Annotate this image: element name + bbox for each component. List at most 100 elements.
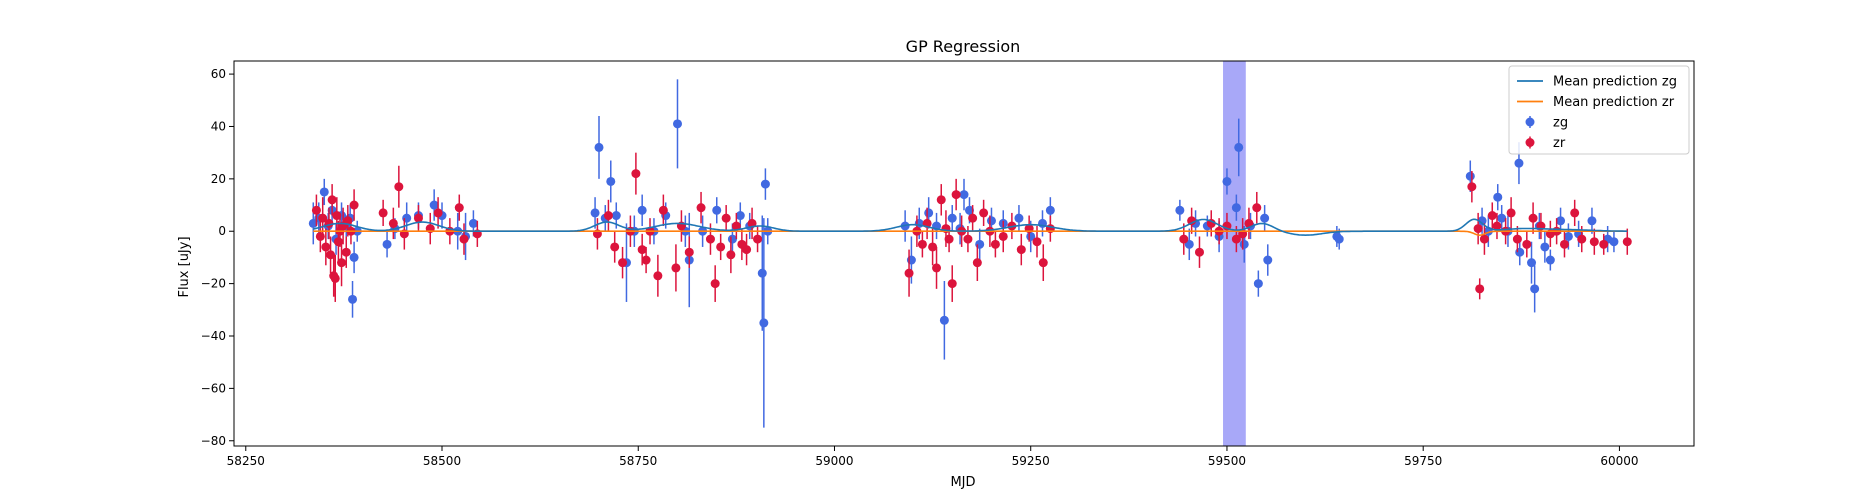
series-zr (311, 152, 1632, 302)
point-zr-48 (726, 250, 736, 260)
point-zr-19 (388, 218, 398, 228)
point-zr-69 (979, 208, 989, 218)
legend-entry-0: Mean prediction zg (1517, 75, 1677, 90)
point-zr-67 (968, 213, 978, 223)
point-zr-66 (963, 234, 973, 244)
point-zr-60 (936, 195, 946, 205)
point-zg-51 (959, 190, 969, 200)
point-zr-96 (1506, 208, 1516, 218)
point-zr-0 (311, 205, 321, 215)
point-zg-54 (986, 216, 996, 226)
point-zr-43 (696, 203, 706, 213)
point-zg-45 (914, 218, 924, 228)
point-zr-27 (459, 234, 469, 244)
x-tick-label-5: 59500 (1208, 454, 1246, 468)
point-zr-3 (321, 242, 331, 252)
y-tick-label-7: 60 (211, 67, 226, 81)
point-zg-22 (594, 142, 604, 152)
point-zg-67 (1234, 142, 1244, 152)
x-tick-label-2: 58750 (619, 454, 657, 468)
point-zr-10 (333, 237, 343, 247)
point-zr-5 (326, 250, 336, 260)
point-zg-40 (759, 318, 769, 328)
point-zg-10 (349, 252, 359, 262)
point-zg-65 (1222, 176, 1232, 186)
point-zg-82 (1515, 247, 1525, 257)
axes-frame (233, 60, 1695, 447)
point-zr-45 (710, 279, 720, 289)
point-zr-91 (1475, 284, 1485, 294)
point-zg-56 (1014, 213, 1024, 223)
point-zr-98 (1522, 239, 1532, 249)
point-zg-14 (402, 213, 412, 223)
point-zr-77 (1038, 258, 1048, 268)
point-zr-9 (332, 211, 342, 221)
y-tick-label-6: 40 (211, 119, 226, 133)
point-zg-48 (939, 315, 949, 325)
point-zr-74 (1016, 245, 1026, 255)
point-zr-18 (378, 208, 388, 218)
point-zr-17 (349, 200, 359, 210)
x-tick-label-3: 59000 (815, 454, 853, 468)
legend: Mean prediction zg Mean prediction zr zg zr (1508, 65, 1690, 155)
point-zr-54 (904, 268, 914, 278)
point-zr-24 (433, 208, 443, 218)
point-zr-107 (1599, 239, 1609, 249)
y-tick-label-3: −20 (201, 277, 226, 291)
point-zg-36 (727, 234, 737, 244)
point-zr-14 (341, 247, 351, 257)
point-zg-52 (964, 205, 974, 215)
legend-label-3: zr (1553, 136, 1566, 151)
point-zr-62 (944, 234, 954, 244)
point-zr-85 (1231, 234, 1241, 244)
point-zr-49 (731, 221, 741, 231)
point-zr-36 (641, 255, 651, 265)
point-zr-47 (721, 213, 731, 223)
point-zg-53 (975, 239, 985, 249)
y-tick-label-1: −60 (201, 381, 226, 395)
point-zr-64 (951, 190, 961, 200)
point-zr-12 (337, 258, 347, 268)
point-zr-106 (1589, 237, 1599, 247)
point-zr-68 (972, 258, 982, 268)
point-zg-37 (735, 211, 745, 221)
point-zg-87 (1545, 255, 1555, 265)
point-zr-2 (318, 213, 328, 223)
point-zg-16 (429, 200, 439, 210)
point-zr-32 (618, 258, 628, 268)
x-axis-label: MJD (950, 475, 975, 490)
y-tick-label-0: −80 (201, 434, 226, 448)
point-zr-35 (637, 245, 647, 255)
point-zr-63 (947, 279, 957, 289)
point-zg-74 (1334, 234, 1344, 244)
x-tick-label-7: 60000 (1600, 454, 1638, 468)
point-zr-104 (1570, 208, 1580, 218)
point-zg-24 (606, 176, 616, 186)
point-zr-76 (1032, 237, 1042, 247)
point-zg-72 (1263, 255, 1273, 265)
legend-entry-2: zg (1525, 116, 1568, 131)
point-zr-88 (1252, 203, 1262, 213)
point-zg-68 (1239, 239, 1249, 249)
point-zr-1 (315, 231, 325, 241)
point-zr-80 (1187, 216, 1197, 226)
point-zg-66 (1231, 203, 1241, 213)
point-zg-25 (611, 211, 621, 221)
highlight-band (1223, 61, 1246, 446)
point-zg-81 (1514, 158, 1524, 168)
point-zr-46 (716, 242, 726, 252)
point-zg-83 (1527, 258, 1537, 268)
point-zg-91 (1587, 216, 1597, 226)
point-zg-20 (468, 218, 478, 228)
y-tick-label-5: 20 (211, 172, 226, 186)
point-zg-49 (947, 213, 957, 223)
point-zr-90 (1473, 224, 1483, 234)
point-zg-28 (637, 205, 647, 215)
point-zr-38 (653, 271, 663, 281)
point-zr-97 (1512, 234, 1522, 244)
point-zr-92 (1479, 234, 1489, 244)
point-zg-44 (906, 255, 916, 265)
point-zg-89 (1563, 231, 1573, 241)
legend-marker-swatch-2 (1525, 117, 1535, 127)
